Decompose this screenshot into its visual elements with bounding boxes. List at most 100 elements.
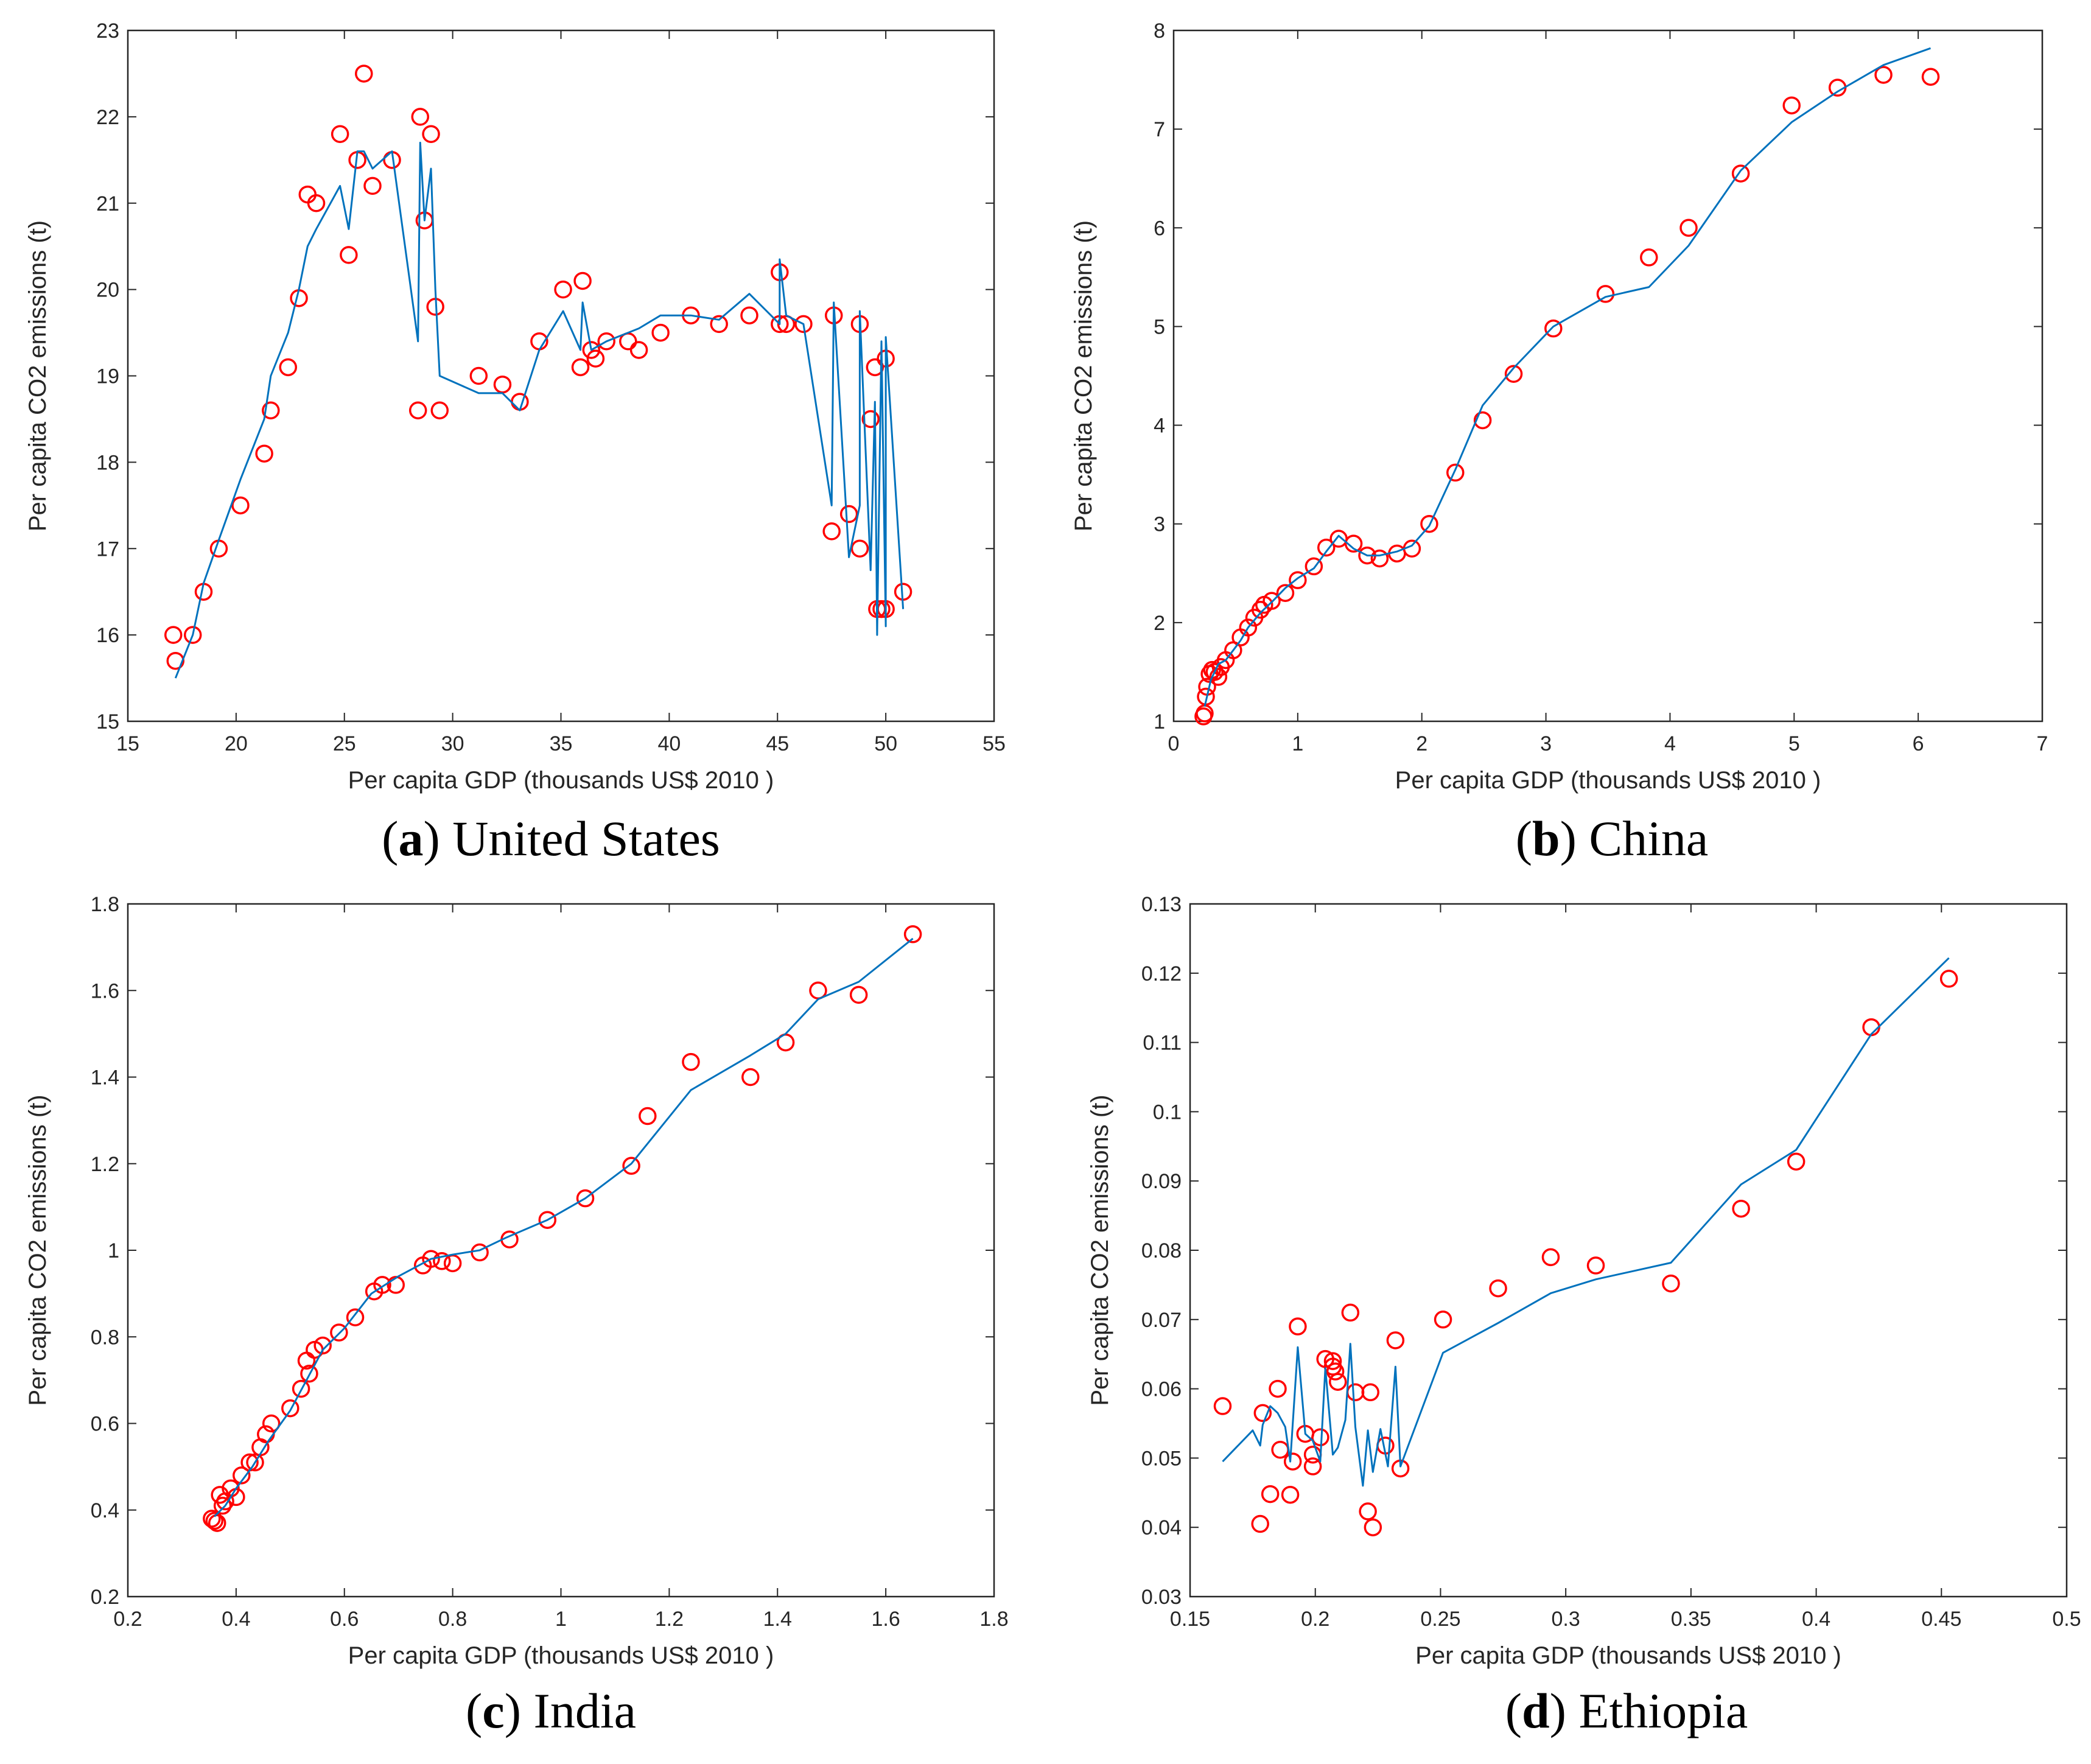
data-point [1253, 1404, 1272, 1423]
y-tick-label: 1 [1154, 710, 1165, 733]
data-point [597, 332, 615, 351]
data-point [571, 358, 590, 377]
x-tick-label: 0.3 [1552, 1608, 1580, 1631]
x-tick-label: 0.35 [1671, 1608, 1711, 1631]
x-tick-label: 1.2 [655, 1608, 684, 1631]
data-point [205, 1511, 224, 1530]
y-axis-label: Per capita CO2 emissions (t) [1070, 220, 1097, 531]
caption-close: ) [1550, 1683, 1566, 1738]
data-point [1782, 96, 1801, 114]
fitted-line [174, 141, 905, 679]
x-tick-label: 1.8 [979, 1608, 1008, 1631]
data-point [298, 185, 317, 204]
x-tick-label: 0.4 [222, 1608, 250, 1631]
data-point [1317, 538, 1336, 557]
data-point [1787, 1152, 1806, 1171]
x-axis-label: Per capita GDP (thousands US$ 2010 ) [348, 1642, 774, 1669]
data-point [1359, 1502, 1377, 1521]
fitted-line [214, 937, 914, 1517]
caption-close: ) [1560, 811, 1577, 866]
axes-frame [1172, 29, 2044, 723]
data-point [255, 444, 273, 463]
data-point [1311, 1428, 1329, 1447]
data-point [1489, 1279, 1507, 1298]
data-point [1921, 68, 1940, 86]
y-tick-label: 0.03 [1141, 1586, 1182, 1609]
data-point [1251, 601, 1270, 619]
x-axis-label: Per capita GDP (thousands US$ 2010 ) [348, 767, 774, 794]
y-tick-label: 15 [96, 710, 119, 733]
data-point [1544, 319, 1563, 338]
y-tick-label: 0.6 [91, 1413, 119, 1436]
y-tick-label: 3 [1154, 513, 1165, 536]
caption-text: United States [440, 811, 720, 866]
caption-open: ( [466, 1683, 482, 1738]
data-point [1446, 463, 1465, 482]
data-point [493, 375, 512, 394]
data-point [576, 1189, 595, 1208]
caption-text: India [521, 1683, 636, 1738]
y-tick-label: 17 [96, 537, 119, 561]
data-point [1874, 66, 1893, 84]
axes-frame [127, 903, 995, 1598]
y-axis-label: Per capita CO2 emissions (t) [24, 220, 51, 531]
data-point [861, 410, 880, 429]
data-point [1364, 1518, 1382, 1536]
data-point [1662, 1274, 1680, 1293]
data-point [346, 1308, 365, 1326]
data-point [1679, 219, 1698, 237]
data-point [511, 393, 529, 411]
data-point [554, 280, 572, 299]
data-point [373, 1276, 391, 1294]
data-point [469, 366, 488, 385]
y-tick-label: 1.6 [91, 979, 119, 1003]
x-tick-label: 3 [1540, 732, 1552, 755]
data-point [629, 341, 648, 359]
y-tick-label: 0.08 [1141, 1239, 1182, 1262]
y-axis-label: Per capita CO2 emissions (t) [1087, 1094, 1113, 1405]
data-point [1251, 1514, 1269, 1533]
data-point [1346, 1383, 1365, 1402]
y-tick-label: 0.2 [91, 1586, 119, 1609]
y-tick-label: 0.13 [1141, 893, 1182, 916]
data-point [340, 246, 358, 264]
caption-open: ( [1516, 811, 1532, 866]
data-point [1271, 1440, 1289, 1459]
y-tick-label: 0.11 [1143, 1032, 1182, 1055]
y-tick-label: 0.09 [1141, 1170, 1182, 1193]
data-point [1732, 1199, 1750, 1218]
data-point [233, 1466, 251, 1485]
x-tick-label: 0.4 [1802, 1608, 1830, 1631]
x-tick-label: 7 [2037, 732, 2048, 755]
data-point [422, 125, 440, 143]
data-point [1586, 1256, 1605, 1275]
data-point [1361, 1383, 1379, 1402]
y-tick-label: 6 [1154, 217, 1165, 240]
data-point [213, 1496, 232, 1515]
data-point [183, 626, 202, 644]
data-point [422, 1250, 440, 1268]
x-tick-label: 5 [1788, 732, 1800, 755]
caption-close: ) [505, 1683, 521, 1738]
x-tick-label: 4 [1664, 732, 1676, 755]
data-point [538, 1211, 557, 1229]
data-point [1239, 618, 1258, 637]
y-tick-label: 21 [96, 192, 119, 215]
data-point [355, 65, 373, 83]
panel-caption: (c) India [466, 1683, 636, 1738]
data-point [1305, 557, 1323, 576]
axes-frame [1189, 903, 2068, 1598]
data-point [1731, 164, 1750, 183]
data-point [651, 323, 670, 342]
data-point [1323, 1352, 1342, 1370]
data-point [279, 358, 298, 377]
y-tick-label: 16 [96, 624, 119, 647]
y-tick-label: 4 [1154, 415, 1165, 438]
data-point [1596, 285, 1615, 303]
data-point [262, 401, 280, 419]
data-point [208, 1514, 226, 1532]
data-point [1939, 970, 1958, 988]
caption-letter: c [482, 1683, 504, 1738]
data-point [331, 125, 349, 143]
